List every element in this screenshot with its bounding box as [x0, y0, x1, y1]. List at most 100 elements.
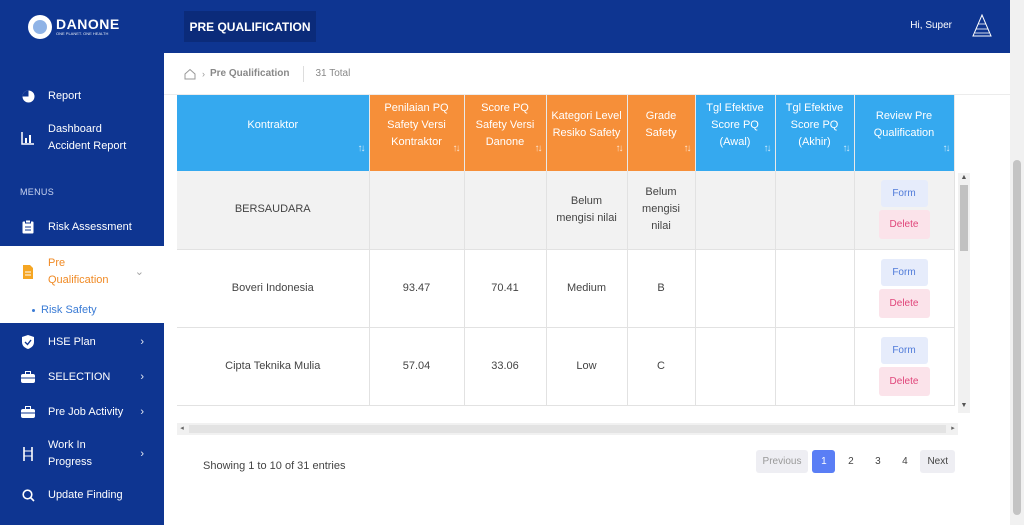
breadcrumb-current: Pre Qualification	[210, 68, 290, 79]
cell-pq-danone: 70.41	[464, 249, 547, 328]
column-label: Kategori Level Resiko Safety	[551, 110, 622, 139]
sort-icon[interactable]: ↑↓	[357, 143, 366, 154]
cell-kontraktor: Boveri Indonesia	[177, 249, 370, 328]
next-page-button[interactable]: Next	[920, 450, 955, 473]
column-label: Review Pre Qualification	[873, 110, 935, 139]
top-header: PRE QUALIFICATION Hi, Super	[164, 0, 1010, 53]
sidebar-item-label: Pre Job Activity	[48, 405, 124, 418]
sidebar-item-label: Work In Progress	[48, 439, 93, 468]
page-scrollbar-thumb[interactable]	[1013, 160, 1021, 515]
document-icon	[21, 264, 35, 279]
page-button-2[interactable]: 2	[848, 456, 854, 467]
avatar[interactable]	[972, 13, 992, 38]
entries-info: Showing 1 to 10 of 31 entries	[203, 460, 346, 472]
table-horizontal-scrollbar-thumb[interactable]	[189, 425, 946, 433]
column-header-level-resiko[interactable]: Kategori Level Resiko Safety ↑↓	[546, 95, 628, 171]
column-label: Grade Safety	[645, 110, 677, 139]
chevron-down-icon: ⌄	[134, 266, 144, 278]
form-button[interactable]: Form	[880, 258, 928, 286]
divider	[303, 65, 305, 82]
sidebar-item-label: HSE Plan	[48, 335, 96, 348]
cell-awal	[695, 249, 776, 328]
pagination: Previous 1 2 3 4 Next	[752, 450, 955, 473]
column-header-review[interactable]: Review Pre Qualification ↑↓	[854, 95, 955, 171]
column-header-grade-safety[interactable]: Grade Safety ↑↓	[627, 95, 696, 171]
delete-button[interactable]: Delete	[878, 210, 930, 240]
cell-awal	[695, 171, 776, 250]
search-icon	[21, 488, 35, 502]
column-label: Kontraktor	[247, 118, 299, 131]
sort-icon[interactable]: ↑↓	[534, 143, 543, 154]
sort-icon[interactable]: ↑↓	[452, 143, 461, 154]
sort-icon[interactable]: ↑↓	[763, 143, 772, 154]
sort-icon[interactable]: ↑↓	[615, 143, 624, 154]
user-greeting[interactable]: Hi, Super	[910, 20, 952, 31]
page-scrollbar[interactable]	[1010, 0, 1024, 525]
table-vertical-scrollbar[interactable]: ▲ ▼	[958, 173, 970, 413]
sidebar-item-update-finding[interactable]: Update Finding	[0, 485, 164, 505]
cell-awal	[695, 327, 776, 406]
sidebar-item-risk-assessment[interactable]: Risk Assessment	[0, 216, 164, 238]
page-title-tab[interactable]: PRE QUALIFICATION	[184, 11, 316, 42]
sidebar-item-selection[interactable]: SELECTION ›	[0, 367, 164, 387]
cell-level: Medium	[546, 249, 628, 328]
column-header-score-awal[interactable]: Tgl Efektive Score PQ (Awal) ↑↓	[695, 95, 776, 171]
delete-button[interactable]: Delete	[878, 288, 930, 318]
column-header-kontraktor[interactable]: Kontraktor ↑↓	[177, 95, 370, 171]
cell-akhir	[775, 249, 855, 328]
column-label: Penilaian PQ Safety Versi Kontraktor	[384, 101, 449, 148]
table-vertical-scrollbar-thumb[interactable]	[960, 185, 968, 251]
delete-button[interactable]: Delete	[878, 366, 930, 396]
sidebar-item-pre-qualification[interactable]: Pre Qualification ⌄	[0, 246, 164, 297]
page-button-1[interactable]: 1	[812, 450, 836, 473]
sidebar-item-label: Report	[48, 89, 82, 102]
cell-review: Form Delete	[854, 327, 955, 406]
sidebar-item-hse-plan[interactable]: HSE Plan ›	[0, 332, 164, 352]
home-icon[interactable]	[184, 68, 196, 80]
cell-grade: B	[627, 249, 696, 328]
previous-page-button[interactable]: Previous	[755, 450, 809, 473]
column-header-pq-kontraktor[interactable]: Penilaian PQ Safety Versi Kontraktor ↑↓	[369, 95, 465, 171]
pie-chart-icon	[21, 89, 35, 103]
page-button-4[interactable]: 4	[902, 456, 908, 467]
scroll-right-arrow-icon[interactable]: ▸	[951, 425, 955, 432]
column-label: Tgl Efektive Score PQ (Awal)	[706, 101, 764, 148]
column-header-score-akhir[interactable]: Tgl Efektive Score PQ (Akhir) ↑↓	[775, 95, 855, 171]
cell-pq-kontraktor: 93.47	[369, 249, 465, 328]
sidebar: DANONE ONE PLANET. ONE HEALTH Report Das…	[0, 0, 164, 525]
sort-icon[interactable]: ↑↓	[683, 143, 692, 154]
brand-name: DANONE	[56, 15, 120, 32]
cell-pq-danone	[464, 171, 547, 250]
brand-tagline: ONE PLANET. ONE HEALTH	[56, 30, 109, 36]
sort-icon[interactable]: ↑↓	[842, 143, 851, 154]
brand-text: DANONE ONE PLANET. ONE HEALTH	[56, 17, 120, 37]
danone-logo-icon	[28, 14, 52, 39]
chevron-right-icon: ›	[140, 406, 144, 418]
sidebar-item-work-in-progress[interactable]: Work In Progress ›	[0, 436, 164, 472]
chevron-right-icon: ›	[140, 448, 144, 460]
ladder-icon	[21, 447, 35, 461]
scroll-down-arrow-icon[interactable]: ▼	[960, 402, 968, 409]
form-button[interactable]: Form	[880, 180, 928, 208]
breadcrumb: › Pre Qualification 31 Total	[164, 53, 1010, 95]
scroll-left-arrow-icon[interactable]: ◂	[180, 425, 184, 432]
sidebar-item-label: SELECTION	[48, 370, 111, 383]
page-button-3[interactable]: 3	[875, 456, 881, 467]
brand-logo[interactable]: DANONE ONE PLANET. ONE HEALTH	[0, 0, 164, 53]
chevron-right-icon: ›	[140, 371, 144, 383]
scroll-up-arrow-icon[interactable]: ▲	[960, 174, 968, 181]
table-horizontal-scrollbar[interactable]: ◂ ▸	[177, 423, 958, 435]
bar-chart-icon	[21, 131, 35, 145]
cell-akhir	[775, 171, 855, 250]
cell-kontraktor: Cipta Teknika Mulia	[177, 327, 370, 406]
column-header-pq-danone[interactable]: Score PQ Safety Versi Danone ↑↓	[464, 95, 547, 171]
form-button[interactable]: Form	[880, 336, 928, 364]
sidebar-item-pre-job-activity[interactable]: Pre Job Activity ›	[0, 402, 164, 422]
sidebar-subitem-risk-safety[interactable]: Risk Safety	[0, 297, 164, 323]
table-scroll-area[interactable]: Kontraktor ↑↓ Penilaian PQ Safety Versi K…	[177, 95, 958, 413]
sidebar-item-report[interactable]: Report	[0, 86, 164, 106]
sort-icon[interactable]: ↑↓	[942, 143, 951, 154]
user-name: Super	[925, 20, 952, 31]
breadcrumb-separator: ›	[202, 68, 205, 79]
sidebar-item-dashboard-accident-report[interactable]: Dashboard Accident Report	[0, 120, 164, 156]
